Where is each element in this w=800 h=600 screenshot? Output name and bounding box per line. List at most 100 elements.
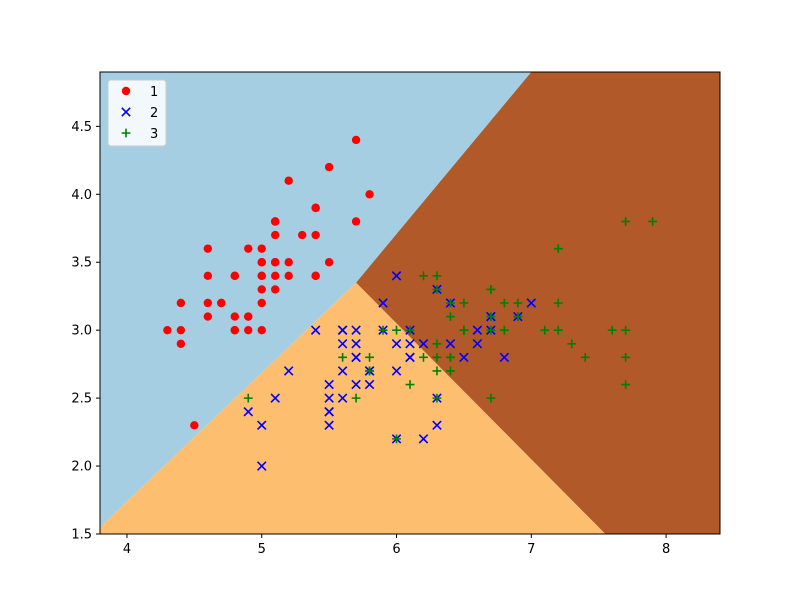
legend-box [107,79,167,147]
point-class-3 [553,244,563,254]
legend-marker-3 [121,128,131,138]
region-class-1 [100,72,532,528]
series-2 [243,271,537,471]
point-class-1 [297,230,307,240]
point-class-1 [163,325,172,335]
point-class-1 [190,421,199,430]
point-class-2 [405,352,415,363]
point-class-3 [621,352,631,362]
point-class-2 [337,338,348,349]
point-class-3 [486,285,496,294]
point-class-2 [391,366,402,376]
legend-label-2: 2 [150,106,158,121]
region-class-3 [356,72,720,534]
point-class-3 [392,434,401,444]
point-class-2 [445,338,456,349]
point-class-3 [459,298,469,308]
point-class-3 [567,339,577,349]
point-class-3 [419,271,428,281]
point-class-1 [230,271,239,281]
point-class-3 [405,325,415,335]
point-class-2 [270,393,280,403]
point-class-1 [257,244,266,253]
x-tick-label: 4 [123,542,131,557]
y-tick-label: 1.5 [71,528,92,543]
point-class-1 [257,285,266,294]
series-3 [243,217,658,444]
point-class-2 [337,325,348,335]
region-class-2 [100,282,606,534]
point-class-1 [230,325,239,335]
point-class-1 [176,298,186,308]
y-tick-label: 4.0 [71,188,92,203]
point-class-2 [256,461,267,471]
point-class-1 [365,190,374,199]
point-class-3 [553,325,563,335]
point-class-3 [446,298,455,308]
point-class-2 [432,420,442,431]
point-class-1 [351,135,361,145]
point-class-1 [244,312,253,321]
point-class-1 [203,312,213,321]
point-class-1 [271,230,280,240]
point-class-3 [486,325,496,335]
point-class-1 [351,217,361,226]
legend: 1 2 3 [107,79,167,147]
legend-label-1: 1 [150,85,158,100]
point-class-2 [418,338,429,349]
scatter-points [163,135,658,471]
point-class-1 [176,325,186,335]
point-class-1 [311,203,320,213]
point-class-3 [432,285,442,294]
point-class-1 [271,217,280,226]
point-class-3 [621,325,631,335]
series-1 [163,135,374,430]
y-tick-label: 3.0 [71,324,92,339]
point-class-1 [324,162,334,172]
y-tick-label: 2.0 [71,460,92,475]
point-class-1 [284,176,293,185]
legend-marker-2 [121,107,131,117]
point-class-3 [446,352,455,362]
point-class-1 [244,244,253,253]
point-class-2 [324,420,334,431]
plot-frame [99,71,721,535]
point-class-1 [203,244,213,253]
point-class-2 [391,338,402,349]
point-class-2 [418,434,429,444]
point-class-3 [648,217,658,226]
point-class-1 [244,325,253,335]
point-class-2 [324,379,334,390]
point-class-2 [526,298,537,308]
point-class-2 [405,338,415,349]
point-class-1 [324,258,334,267]
point-class-1 [311,271,320,281]
point-class-2 [499,352,510,363]
point-class-1 [230,312,239,321]
point-class-3 [459,325,469,335]
point-class-3 [432,366,442,376]
point-class-3 [405,380,415,389]
point-class-3 [580,352,590,362]
point-class-2 [391,271,402,281]
point-class-2 [337,366,348,376]
point-class-2 [337,393,348,403]
point-class-1 [203,298,213,308]
point-class-1 [271,271,280,281]
point-class-1 [284,258,293,267]
point-class-2 [378,298,388,308]
x-tick-label: 7 [527,542,535,557]
y-tick-label: 3.5 [71,256,92,271]
point-class-3 [486,393,496,403]
point-class-3 [621,380,631,389]
point-class-3 [419,352,428,362]
point-class-2 [472,338,483,349]
point-class-3 [243,393,253,403]
point-class-1 [257,258,266,267]
point-class-3 [446,312,455,321]
point-class-3 [432,393,442,403]
point-class-3 [540,325,550,335]
point-class-2 [310,325,321,335]
point-class-3 [607,325,617,335]
